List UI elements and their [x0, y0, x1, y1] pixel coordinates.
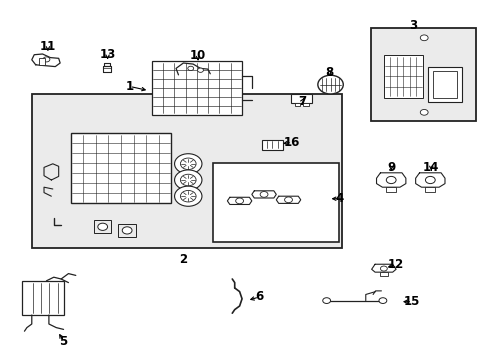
Text: 11: 11 [40, 40, 56, 53]
Circle shape [260, 192, 267, 197]
Circle shape [235, 198, 243, 204]
Text: 13: 13 [99, 48, 116, 61]
Circle shape [420, 109, 427, 115]
Circle shape [180, 158, 196, 170]
Circle shape [197, 68, 203, 72]
Bar [386, 187, 395, 192]
Circle shape [180, 190, 196, 202]
Bar [427, 67, 461, 102]
Text: 7: 7 [298, 95, 305, 108]
Circle shape [386, 176, 395, 184]
Circle shape [43, 57, 50, 62]
Circle shape [378, 298, 386, 303]
Circle shape [322, 298, 330, 303]
Circle shape [187, 66, 193, 71]
Bar [212, 163, 338, 242]
Circle shape [98, 223, 107, 230]
Bar [379, 272, 387, 276]
Text: 3: 3 [408, 19, 416, 32]
Bar [261, 140, 283, 150]
Bar [94, 220, 111, 233]
Text: 6: 6 [255, 291, 263, 303]
Text: 5: 5 [60, 335, 67, 348]
Circle shape [380, 266, 386, 271]
Circle shape [284, 197, 292, 203]
Bar [290, 94, 312, 103]
Text: 12: 12 [387, 258, 404, 271]
Bar [71, 133, 171, 203]
Circle shape [174, 170, 202, 190]
Circle shape [122, 227, 132, 234]
Bar [151, 61, 242, 115]
Bar [432, 71, 456, 98]
Text: 15: 15 [403, 295, 420, 308]
Text: 10: 10 [189, 49, 206, 62]
Circle shape [425, 176, 434, 184]
Bar [22, 281, 63, 315]
Bar [370, 28, 475, 121]
Text: 1: 1 [125, 80, 133, 93]
Circle shape [174, 154, 202, 174]
Bar [294, 103, 300, 106]
Text: 4: 4 [335, 192, 343, 205]
Text: 2: 2 [179, 253, 187, 266]
Circle shape [420, 35, 427, 41]
Bar [303, 103, 308, 106]
Text: 9: 9 [386, 161, 394, 174]
Text: 16: 16 [283, 136, 300, 149]
Circle shape [180, 174, 196, 186]
Bar [383, 55, 422, 98]
Circle shape [174, 186, 202, 206]
Bar [425, 187, 434, 192]
Bar [32, 94, 342, 248]
Text: 14: 14 [422, 161, 439, 174]
Bar [118, 224, 136, 237]
Circle shape [317, 75, 343, 94]
Bar [39, 58, 45, 65]
Text: 8: 8 [325, 66, 332, 78]
